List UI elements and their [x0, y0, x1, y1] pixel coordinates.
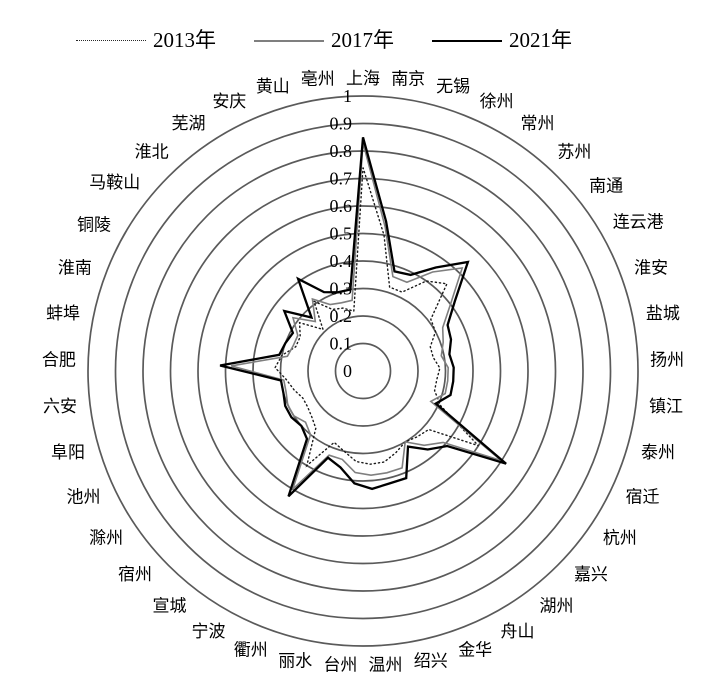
legend-label-2021: 2021年 [509, 28, 572, 52]
city-label: 镇江 [649, 397, 683, 416]
legend-black-line-icon [432, 39, 502, 42]
city-label: 蚌埠 [46, 304, 80, 323]
grid-ring [114, 122, 612, 620]
city-label: 淮北 [135, 142, 169, 161]
axis-tick-label: 0.4 [330, 251, 353, 271]
city-label: 淮南 [58, 259, 92, 278]
series-polygon-2021年 [219, 136, 507, 498]
city-label: 宁波 [192, 622, 226, 641]
grid-ring [197, 205, 529, 537]
city-label: 扬州 [650, 350, 684, 369]
axis-tick-label: 0.5 [330, 224, 353, 244]
city-label: 宣城 [153, 597, 187, 616]
grid-ring [279, 287, 447, 455]
grid-ring [307, 315, 419, 427]
city-label: 亳州 [301, 69, 335, 88]
city-label: 马鞍山 [89, 173, 140, 192]
legend-item-2013: 2013年 [76, 30, 216, 51]
legend-item-2017: 2017年 [254, 30, 394, 51]
axis-tick-label: 0.7 [330, 169, 353, 189]
axis-tick-label: 1 [343, 86, 352, 106]
legend-gray-line-icon [254, 39, 324, 42]
legend-label-2017: 2017年 [331, 28, 394, 52]
legend-dotted-line-icon [76, 40, 146, 41]
axis-tick-label: 0.8 [330, 141, 353, 161]
axis-tick-label: 0.1 [330, 334, 353, 354]
axis-tick-label: 0.9 [330, 114, 353, 134]
city-label: 常州 [520, 114, 554, 133]
grid-ring [87, 95, 639, 647]
city-label: 黄山 [256, 77, 290, 96]
city-label: 滁州 [89, 528, 123, 547]
grid-ring [224, 232, 502, 510]
city-label: 丽水 [278, 652, 312, 671]
city-label: 上海 [346, 69, 380, 88]
city-label: 嘉兴 [574, 565, 608, 584]
city-label: 六安 [43, 397, 77, 416]
city-label: 徐州 [480, 92, 514, 111]
grid-ring [142, 150, 584, 592]
city-label: 铜陵 [77, 216, 111, 235]
grid-ring [334, 342, 392, 400]
axis-tick-label: 0.6 [330, 196, 353, 216]
chart-legend: 2013年 2017年 2021年 [76, 30, 572, 51]
city-label: 合肥 [42, 350, 76, 369]
city-label: 泰州 [641, 443, 675, 462]
city-label: 无锡 [436, 77, 470, 96]
city-label: 金华 [458, 640, 492, 659]
axis-tick-label: 0.3 [330, 279, 353, 299]
series-polygon-2017年 [230, 142, 503, 490]
axis-tick-label: 0 [343, 361, 352, 381]
city-label: 舟山 [500, 622, 534, 641]
city-label: 连云港 [613, 212, 664, 231]
city-label: 绍兴 [414, 652, 448, 671]
city-label: 苏州 [557, 142, 591, 161]
city-label: 芜湖 [172, 114, 206, 133]
city-label: 南京 [391, 69, 425, 88]
city-label: 池州 [67, 487, 101, 506]
city-label: 淮安 [634, 259, 668, 278]
city-label: 湖州 [539, 597, 573, 616]
legend-label-2013: 2013年 [153, 28, 216, 52]
series-polygon-2013年 [274, 167, 479, 468]
city-label: 安庆 [212, 92, 246, 111]
city-label: 宿州 [118, 565, 152, 584]
city-label: 温州 [369, 656, 403, 675]
city-label: 南通 [589, 177, 623, 196]
city-label: 衢州 [234, 639, 268, 659]
grid-ring [169, 177, 557, 565]
legend-item-2021: 2021年 [432, 30, 572, 51]
city-label: 宿迁 [625, 487, 659, 506]
city-label: 台州 [323, 656, 357, 675]
city-label: 杭州 [603, 528, 637, 547]
city-label: 盐城 [646, 304, 680, 323]
axis-tick-label: 0.2 [330, 306, 353, 326]
city-label: 阜阳 [51, 443, 85, 462]
